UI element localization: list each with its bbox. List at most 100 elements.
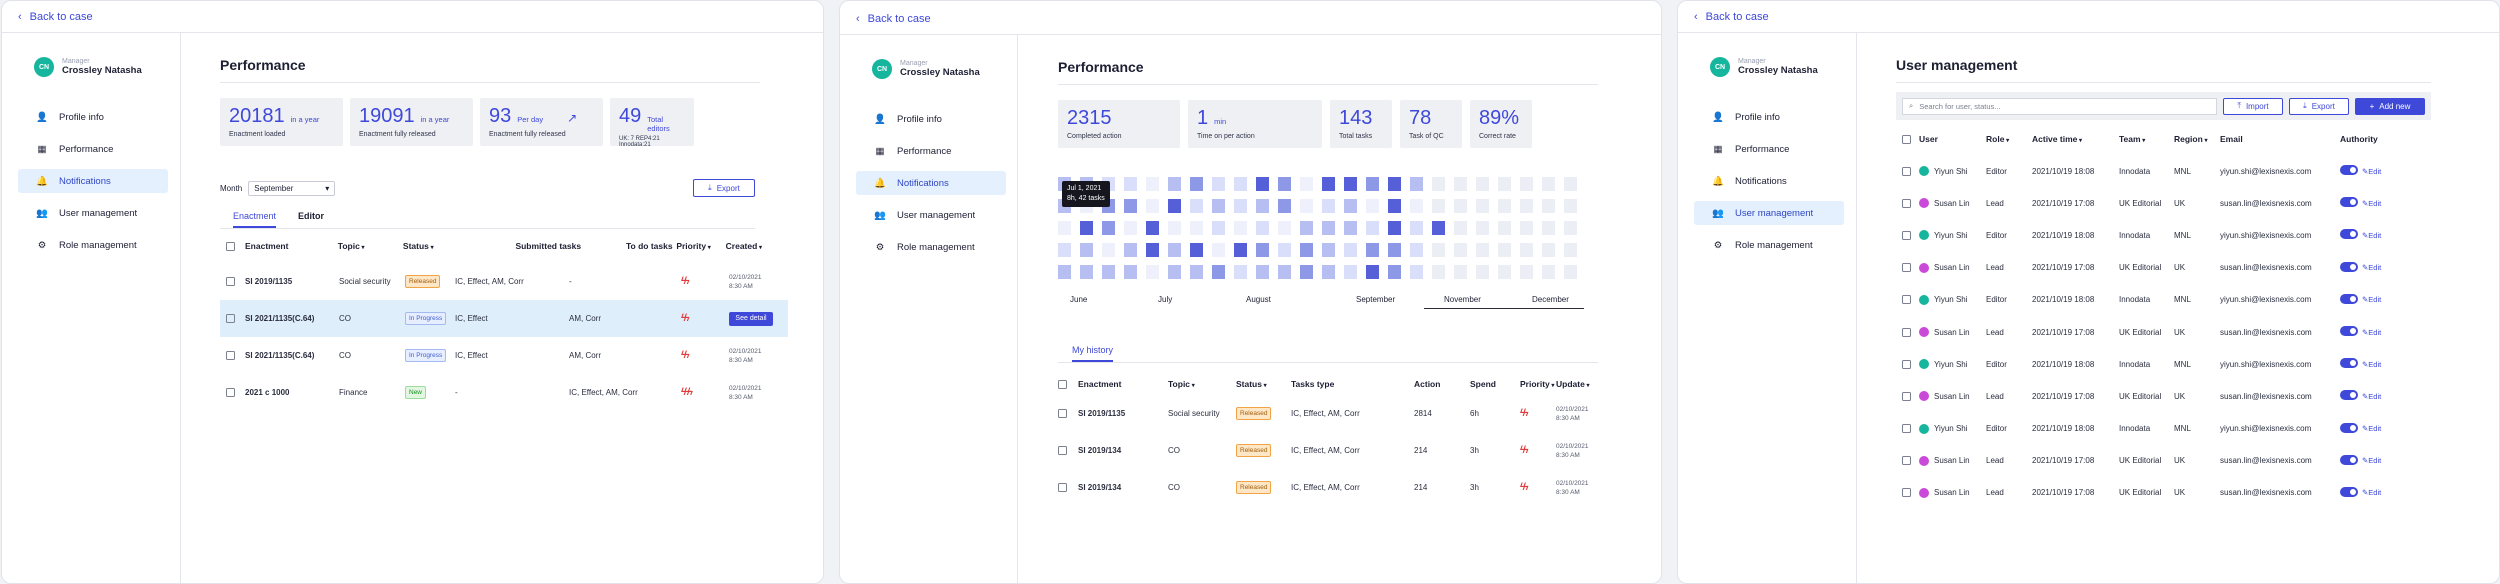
heatmap-cell[interactable]	[1168, 243, 1181, 257]
heatmap-cell[interactable]	[1344, 177, 1357, 191]
heatmap-cell[interactable]	[1168, 199, 1181, 213]
heatmap-cell[interactable]	[1520, 199, 1533, 213]
heatmap-cell[interactable]	[1190, 265, 1203, 279]
heatmap-cell[interactable]	[1234, 221, 1247, 235]
heatmap-cell[interactable]	[1432, 177, 1445, 191]
row-checkbox[interactable]	[1902, 456, 1911, 466]
nav-performance[interactable]: ▦ Performance	[37, 143, 114, 155]
table-row[interactable]: Yiyun Shi Editor 2021/10/19 18:08 Innoda…	[1896, 284, 2479, 316]
authority-toggle[interactable]	[2340, 261, 2358, 272]
heatmap-cell[interactable]	[1190, 177, 1203, 191]
nav-notifications[interactable]: 🔔 Notifications	[856, 171, 1006, 195]
nav-user-management[interactable]: 👥 User management	[874, 209, 976, 221]
table-row[interactable]: Susan Lin Lead 2021/10/19 17:08 UK Edito…	[1896, 316, 2479, 348]
select-all-checkbox[interactable]	[1058, 379, 1067, 389]
heatmap-cell[interactable]	[1080, 265, 1093, 279]
heatmap-cell[interactable]	[1234, 199, 1247, 213]
heatmap-cell[interactable]	[1322, 265, 1335, 279]
heatmap-cell[interactable]	[1498, 265, 1511, 279]
row-checkbox[interactable]	[1902, 488, 1911, 498]
add-new-button[interactable]: + Add new	[2355, 97, 2425, 115]
edit-link[interactable]: ✎Edit	[2362, 488, 2382, 498]
table-row[interactable]: SI 2021/1135(C.64) CO In Progress IC, Ef…	[220, 337, 788, 374]
heatmap-cell[interactable]	[1300, 221, 1313, 235]
heatmap-cell[interactable]	[1212, 177, 1225, 191]
column-header[interactable]: Priority ▾	[1520, 379, 1555, 389]
edit-link[interactable]: ✎Edit	[2362, 166, 2382, 176]
heatmap-cell[interactable]	[1190, 221, 1203, 235]
search-input[interactable]: ⌕ Search for user, status...	[1902, 97, 2217, 115]
heatmap-cell[interactable]	[1102, 265, 1115, 279]
select-all-checkbox[interactable]	[1902, 134, 1911, 144]
heatmap-cell[interactable]	[1564, 199, 1577, 213]
edit-link[interactable]: ✎Edit	[2362, 198, 2382, 208]
heatmap-cell[interactable]	[1212, 265, 1225, 279]
row-checkbox[interactable]	[226, 277, 235, 286]
row-checkbox[interactable]	[226, 351, 235, 360]
heatmap-cell[interactable]	[1476, 221, 1489, 235]
heatmap-cell[interactable]	[1388, 177, 1401, 191]
export-button[interactable]: ⤓ Export	[2289, 97, 2349, 115]
table-row[interactable]: Yiyun Shi Editor 2021/10/19 18:08 Innoda…	[1896, 348, 2479, 380]
edit-link[interactable]: ✎Edit	[2362, 424, 2382, 434]
heatmap-cell[interactable]	[1344, 221, 1357, 235]
table-row[interactable]: SI 2019/1135 Social security Released IC…	[1058, 395, 1598, 432]
nav-notifications[interactable]: 🔔 Notifications	[1712, 175, 1787, 187]
select-all-checkbox[interactable]	[226, 241, 235, 251]
heatmap-cell[interactable]	[1212, 199, 1225, 213]
heatmap-cell[interactable]	[1432, 243, 1445, 257]
edit-link[interactable]: ✎Edit	[2362, 456, 2382, 466]
heatmap-cell[interactable]	[1256, 177, 1269, 191]
heatmap-cell[interactable]	[1366, 199, 1379, 213]
heatmap-cell[interactable]	[1058, 265, 1071, 279]
heatmap-cell[interactable]	[1146, 177, 1159, 191]
column-header[interactable]: Status ▾	[1236, 379, 1267, 389]
heatmap-cell[interactable]	[1366, 221, 1379, 235]
heatmap-cell[interactable]	[1542, 221, 1555, 235]
heatmap-cell[interactable]	[1410, 177, 1423, 191]
heatmap-cell[interactable]	[1124, 177, 1137, 191]
heatmap-cell[interactable]	[1234, 243, 1247, 257]
row-checkbox[interactable]	[1902, 295, 1911, 305]
table-row[interactable]: SI 2019/134 CO Released IC, Effect, AM, …	[1058, 432, 1598, 469]
authority-toggle[interactable]	[2340, 454, 2358, 465]
edit-link[interactable]: ✎Edit	[2362, 391, 2382, 401]
column-header[interactable]: Role ▾	[1986, 134, 2010, 144]
table-row[interactable]: Susan Lin Lead 2021/10/19 17:08 UK Edito…	[1896, 477, 2479, 509]
table-row[interactable]: 2021 c 1000 Finance New - IC, Effect, AM…	[220, 374, 788, 411]
heatmap-cell[interactable]	[1256, 265, 1269, 279]
back-to-case-link[interactable]: ‹ Back to case	[1694, 11, 1769, 23]
authority-toggle[interactable]	[2340, 422, 2358, 433]
column-header[interactable]: Region ▾	[2174, 134, 2208, 144]
tab-enactment[interactable]: Enactment	[233, 211, 277, 228]
column-header[interactable]: Priority ▾	[676, 241, 711, 251]
heatmap-cell[interactable]	[1080, 221, 1093, 235]
heatmap-cell[interactable]	[1388, 243, 1401, 257]
heatmap-cell[interactable]	[1102, 243, 1115, 257]
heatmap-cell[interactable]	[1410, 221, 1423, 235]
nav-user-management[interactable]: 👥 User management	[36, 207, 138, 219]
heatmap-cell[interactable]	[1124, 199, 1137, 213]
heatmap-cell[interactable]	[1564, 177, 1577, 191]
heatmap-cell[interactable]	[1498, 177, 1511, 191]
import-button[interactable]: ⤒ Import	[2223, 97, 2283, 115]
heatmap-cell[interactable]	[1498, 199, 1511, 213]
heatmap-cell[interactable]	[1080, 243, 1093, 257]
heatmap-cell[interactable]	[1234, 177, 1247, 191]
heatmap-cell[interactable]	[1476, 177, 1489, 191]
heatmap-cell[interactable]	[1124, 265, 1137, 279]
authority-toggle[interactable]	[2340, 390, 2358, 401]
heatmap-cell[interactable]	[1410, 265, 1423, 279]
heatmap-cell[interactable]	[1168, 177, 1181, 191]
nav-performance[interactable]: ▦ Performance	[1713, 143, 1790, 155]
column-header[interactable]: Team ▾	[2119, 134, 2146, 144]
row-checkbox[interactable]	[1902, 166, 1911, 176]
heatmap-cell[interactable]	[1278, 199, 1291, 213]
edit-link[interactable]: ✎Edit	[2362, 295, 2382, 305]
nav-notifications[interactable]: 🔔 Notifications	[18, 169, 168, 193]
authority-toggle[interactable]	[2340, 326, 2358, 337]
row-checkbox[interactable]	[226, 314, 235, 323]
column-header[interactable]: Created ▾	[725, 241, 762, 251]
table-row[interactable]: Yiyun Shi Editor 2021/10/19 18:08 Innoda…	[1896, 413, 2479, 445]
heatmap-cell[interactable]	[1454, 199, 1467, 213]
